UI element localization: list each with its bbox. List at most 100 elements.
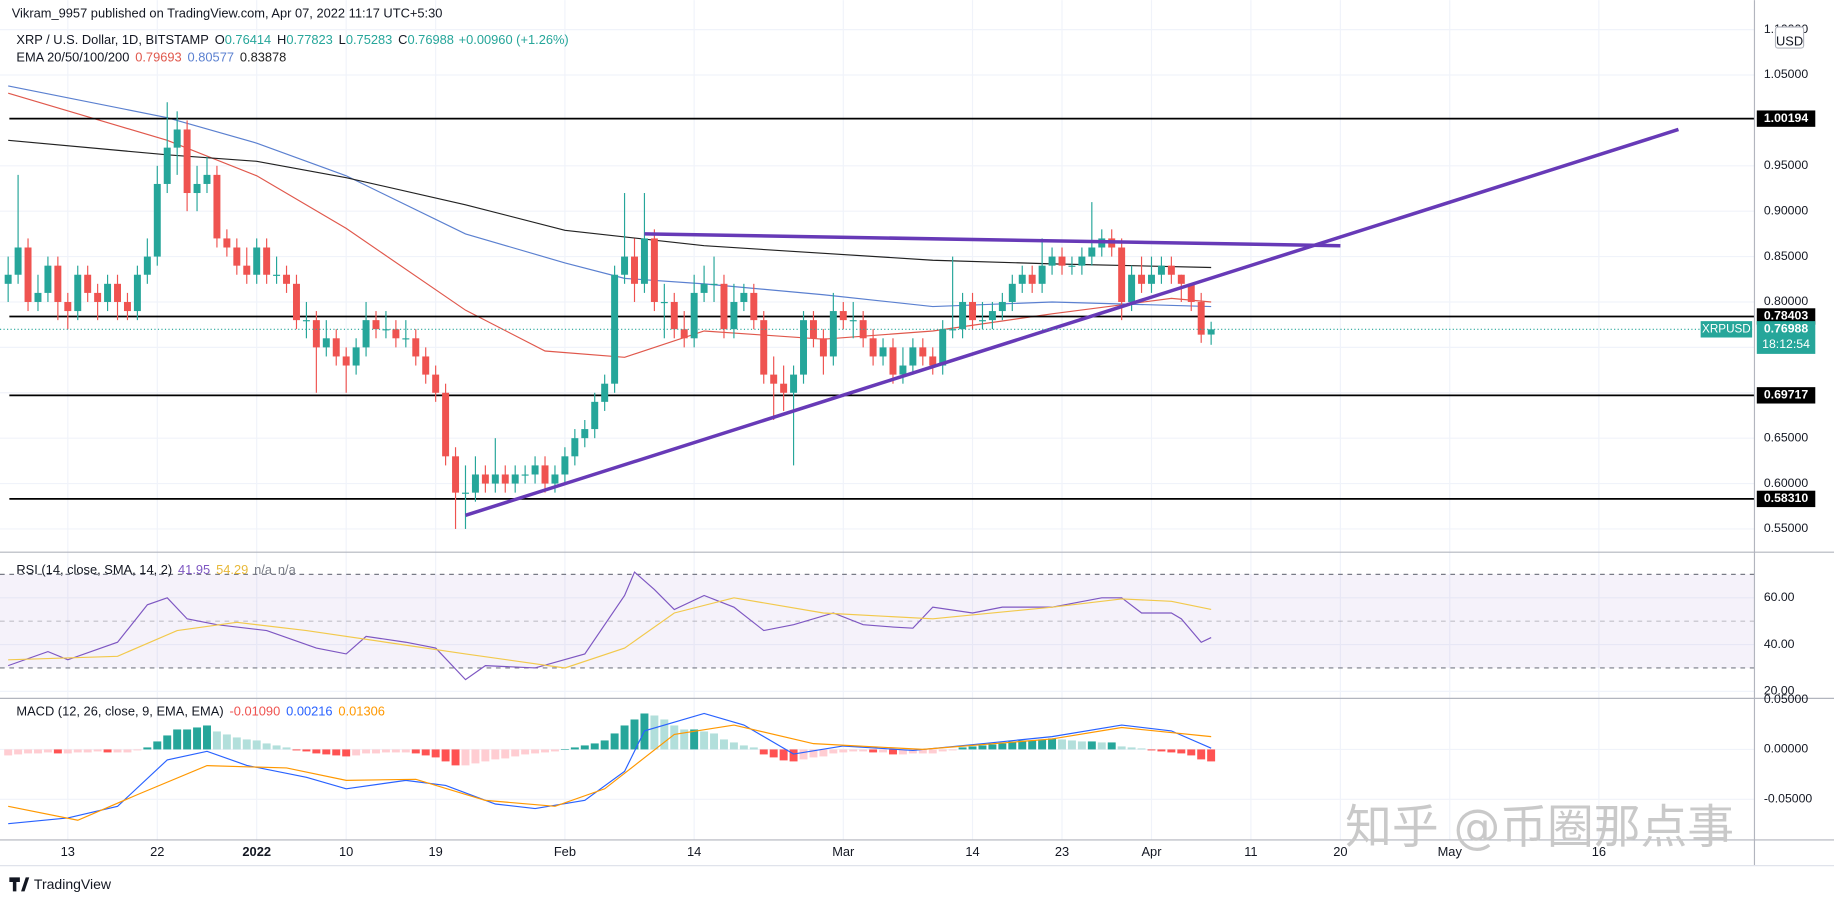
macd-histogram-bar: [183, 729, 192, 750]
macd-histogram-bar: [14, 749, 23, 755]
macd-histogram-bar: [401, 749, 410, 753]
candle-body: [760, 320, 768, 375]
candle-body: [203, 174, 211, 184]
candle-body: [104, 283, 112, 302]
legend: EMA 20/50/100/200 0.79693 0.80577 0.83878: [16, 50, 286, 65]
macd-histogram-bar: [83, 749, 92, 753]
macd-line: [8, 712, 1212, 825]
candle-body: [1138, 274, 1146, 284]
candle-body: [143, 256, 151, 275]
level-label: 0.78403: [1764, 309, 1809, 323]
grid: [0, 0, 1755, 840]
macd-histogram-bar: [521, 749, 530, 755]
candle-body: [213, 174, 221, 239]
macd-histogram-bar: [1008, 741, 1017, 750]
macd-histogram-bar: [1167, 749, 1176, 753]
level-label: 1.00194: [1764, 111, 1809, 125]
candle-body: [4, 274, 12, 284]
candle-body: [442, 392, 450, 457]
candle-body: [998, 301, 1006, 312]
macd-histogram-bar: [779, 749, 788, 761]
rsi-line: [8, 597, 1212, 669]
y-tick-label: 0.05000: [1764, 692, 1809, 706]
candle-body: [283, 274, 291, 284]
candle-body: [819, 338, 827, 357]
candle-body: [601, 383, 609, 402]
macd-histogram-bar: [1077, 741, 1086, 750]
macd-histogram-bar: [839, 749, 848, 753]
legend-item: 0.01306: [338, 704, 384, 719]
candle-body: [471, 474, 479, 493]
macd-histogram-bar: [93, 749, 102, 752]
x-tick-label: 14: [687, 844, 701, 859]
candle-body: [571, 438, 579, 457]
macd-histogram-bar: [600, 740, 609, 750]
macd-histogram-bar: [53, 749, 62, 754]
candle-body: [959, 301, 967, 330]
macd-histogram-bar: [133, 749, 142, 751]
x-tick-label: 22: [150, 844, 164, 859]
macd-histogram-bar: [541, 749, 549, 753]
candle-body: [352, 347, 360, 366]
macd-histogram-bar: [680, 729, 689, 750]
macd-histogram-bar: [809, 749, 818, 758]
macd-histogram-bar: [302, 749, 311, 752]
macd-histogram-bar: [918, 749, 927, 754]
macd-histogram-bar: [650, 715, 659, 750]
macd-histogram-bar: [829, 749, 838, 754]
y-tick-label: 40.00: [1764, 637, 1795, 651]
legend: MACD (12, 26, close, 9, EMA, EMA) -0.0109…: [16, 704, 385, 719]
candle-body: [84, 274, 92, 293]
y-tick-label: 0.60000: [1764, 476, 1809, 490]
x-tick-label: 23: [1055, 844, 1069, 859]
macd-histogram-bar: [789, 749, 798, 762]
legend-item: 0.79693: [135, 50, 181, 65]
candle-body: [939, 329, 947, 366]
legend-item: -0.01090: [229, 704, 280, 719]
candle-body: [153, 183, 161, 257]
y-tick-label: 0.65000: [1764, 430, 1809, 444]
x-tick-label: 19: [429, 844, 443, 859]
x-tick-label: 2022: [242, 844, 271, 859]
candle-body: [829, 311, 837, 357]
legend-item: RSI (14, close, SMA, 14, 2): [16, 562, 172, 577]
macd-histogram-bar: [362, 749, 371, 754]
candle-body: [770, 374, 778, 384]
macd-histogram-bar: [799, 749, 808, 760]
watermark: 知乎 @币圈那点事: [1345, 801, 1734, 855]
macd-histogram-bar: [1058, 739, 1066, 750]
candle-body: [1187, 283, 1195, 302]
macd-histogram-bar: [421, 749, 430, 756]
macd-histogram-bar: [262, 743, 271, 750]
legend-item: 0.00216: [286, 704, 332, 719]
candle-body: [322, 338, 330, 348]
candle-body: [978, 320, 986, 322]
y-tick-label: 20.00: [1764, 684, 1795, 698]
macd-line: [8, 724, 1212, 821]
x-tick-label: May: [1438, 844, 1463, 859]
macd-histogram-bar: [998, 743, 1007, 750]
candle-body: [919, 347, 927, 357]
macd-histogram-bar: [710, 733, 719, 750]
candle-body: [1118, 247, 1126, 302]
candle-body: [64, 301, 72, 312]
x-tick-label: 20: [1333, 844, 1347, 859]
macd-histogram-bar: [560, 749, 569, 751]
candle-body: [849, 320, 857, 322]
macd-histogram-bar: [759, 749, 768, 755]
macd-histogram-bar: [391, 749, 400, 753]
last-price-box: [1756, 321, 1816, 354]
macd-histogram-bar: [292, 749, 301, 751]
legend-item: 41.95: [178, 562, 210, 577]
macd-histogram-bar: [451, 749, 460, 766]
candle-body: [700, 283, 708, 293]
x-tick-label: 16: [1592, 844, 1606, 859]
macd-histogram-bar: [461, 749, 470, 766]
macd-histogram-bar: [898, 749, 907, 755]
candle-body: [1197, 301, 1205, 335]
candle-body: [273, 274, 281, 276]
macd-histogram-bar: [590, 743, 599, 750]
candle-body: [94, 292, 102, 302]
countdown: 18:12:54: [1762, 337, 1810, 351]
candle-body: [422, 356, 430, 375]
